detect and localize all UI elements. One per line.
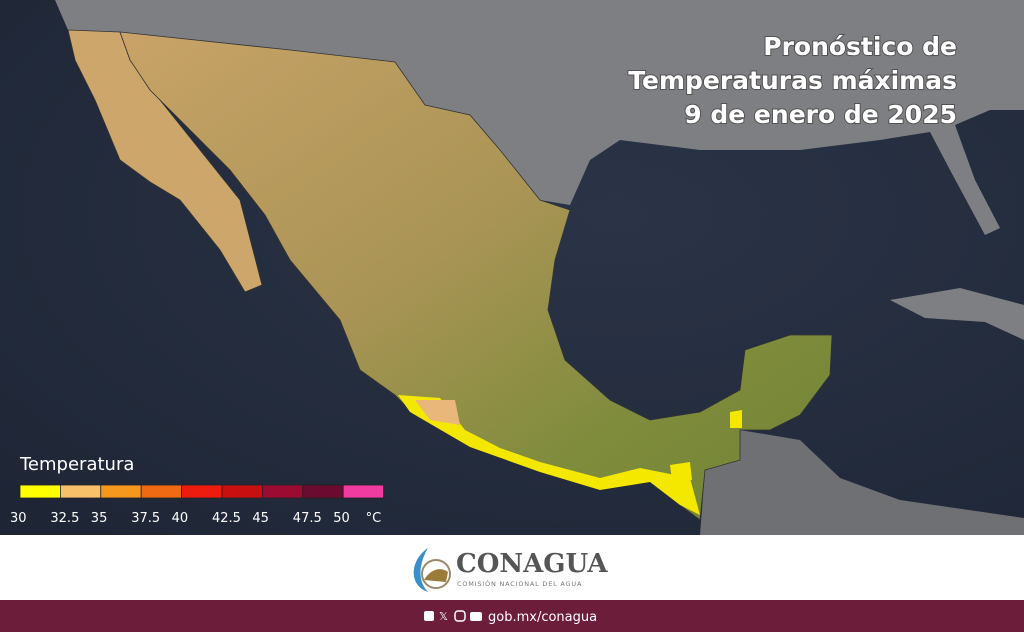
legend-title: Temperatura <box>19 454 134 475</box>
legend-tick-label: 37.5 <box>131 511 160 526</box>
legend-tick-label: 50 <box>333 511 350 526</box>
temperature-zone <box>398 395 700 515</box>
legend-tick-label: 47.5 <box>293 511 322 526</box>
legend-swatch <box>302 484 344 499</box>
title-line: Temperaturas máximas <box>628 66 957 95</box>
svg-text:𝕏: 𝕏 <box>439 610 448 623</box>
map-title: Pronóstico de Temperaturas máximas 9 de en… <box>628 32 957 129</box>
mexico-land <box>119 31 833 521</box>
legend-tick-label: 42.5 <box>212 511 241 526</box>
title-line: 9 de enero de 2025 <box>684 100 957 129</box>
legend-tick-label: 40 <box>172 511 189 526</box>
usa-land <box>55 0 1024 235</box>
legend-swatch <box>342 484 385 499</box>
social-icons: 𝕏 <box>424 610 482 623</box>
legend-swatch <box>19 484 61 499</box>
central-america <box>700 430 1024 535</box>
legend-tick-label: 32.5 <box>50 511 79 526</box>
legend-swatch <box>100 484 142 499</box>
legend-tick-label: 30 <box>10 511 27 526</box>
title-line: Pronóstico de <box>763 32 957 61</box>
footer-bar <box>0 600 1024 632</box>
legend-tick-label: 35 <box>91 511 108 526</box>
legend-swatch <box>60 484 102 499</box>
footer-band <box>0 535 1024 600</box>
logo-text: CONAGUA <box>456 549 608 579</box>
legend-swatch <box>140 484 182 499</box>
legend: 30 32.5 35 37.5 40 42.5 45 47.5 50 °C <box>10 484 385 526</box>
legend-tick-label: 45 <box>252 511 269 526</box>
temperature-zone <box>730 410 742 428</box>
legend-unit: °C <box>366 511 382 526</box>
footer-link: gob.mx/conagua <box>488 610 597 625</box>
logo-icon <box>413 548 451 592</box>
legend-swatch <box>261 484 304 499</box>
legend-swatch <box>221 484 263 499</box>
temperature-zone <box>415 400 460 425</box>
legend-swatch <box>181 484 223 499</box>
logo-subtitle: COMISIÓN NACIONAL DEL AGUA <box>457 579 582 588</box>
temperature-zone <box>670 462 692 480</box>
cuba <box>890 288 1024 340</box>
